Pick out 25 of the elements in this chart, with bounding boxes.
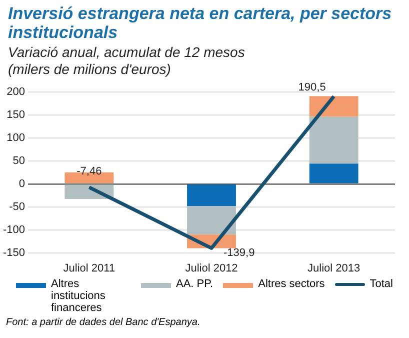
legend-label: Altres institucions financeres (51, 278, 106, 314)
bar (309, 116, 358, 164)
bar (187, 206, 236, 234)
legend-label: AA. PP. (176, 278, 214, 290)
x-tick-label: Juliol 2013 (308, 262, 360, 274)
y-tick-label: 200 (6, 86, 26, 98)
y-tick-label: 150 (6, 109, 26, 122)
y-tick-label: 0 (18, 178, 26, 190)
chart-title: Inversió estrangera neta en cartera, per sectors institucionals (8, 4, 393, 42)
y-tick-label: 50 (12, 154, 26, 167)
chart-subtitle: Variació anual, acumulat de 12 mesos (milers de milions d'euros) (8, 44, 246, 78)
x-tick-label: Juliol 2011 (63, 262, 116, 274)
legend-label: Altres sectors (258, 278, 325, 290)
text: Font: a partir de dades del Banc d'Espanya. (6, 317, 202, 328)
y-tick-label: -50 (9, 200, 26, 213)
bar (309, 96, 358, 117)
bar (187, 184, 236, 206)
data-label: -139,9 (224, 247, 255, 260)
y-tick-label: 100 (6, 132, 26, 144)
y-tick-label: -150 (2, 246, 26, 259)
x-tick-label: Juliol 2012 (185, 262, 238, 274)
y-tick-label: -100 (2, 224, 26, 236)
data-label: 190,5 (298, 81, 326, 94)
bar (309, 164, 358, 184)
legend-label: Total (370, 278, 393, 290)
